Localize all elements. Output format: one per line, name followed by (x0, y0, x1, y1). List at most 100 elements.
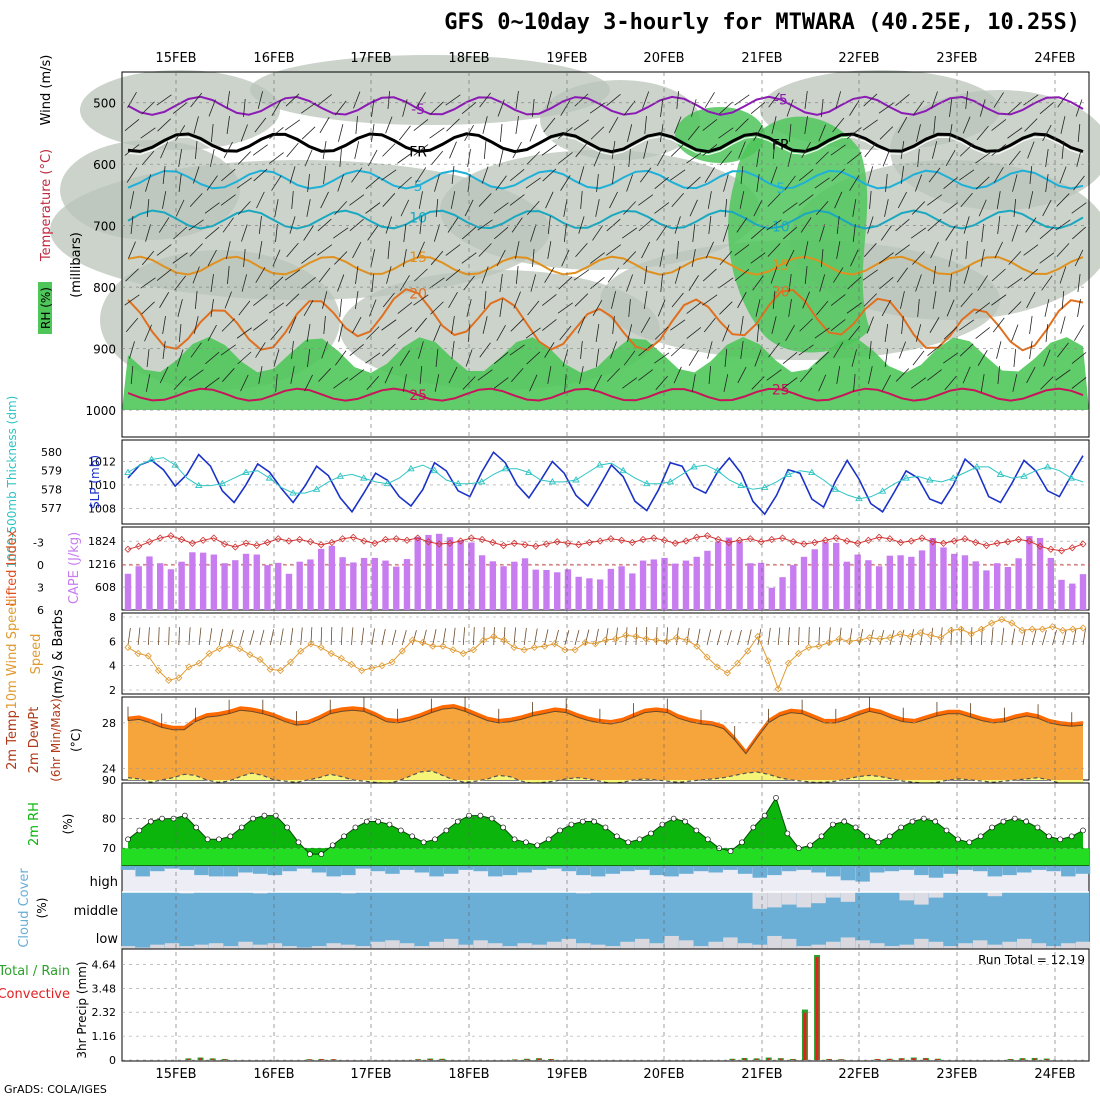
wind-barb (172, 252, 188, 264)
wind-barb (271, 175, 282, 191)
high-cloud-bar (1075, 866, 1091, 874)
wind-barb (655, 375, 668, 391)
low-cloud-gap (561, 938, 577, 949)
low-cloud-gap (385, 940, 400, 949)
isotherm-label: -5 (774, 92, 788, 108)
surface-wind-barb (899, 629, 905, 646)
high-cloud-bar (958, 866, 973, 870)
wind-barb (511, 217, 523, 233)
surface-wind-barb (635, 627, 638, 646)
cape-bar (897, 555, 904, 610)
wind-speed-marker (866, 634, 874, 642)
wind-speed-marker (429, 642, 437, 650)
wind-barb (864, 243, 877, 257)
cape-bar (532, 569, 539, 610)
wind-barb (221, 318, 235, 332)
wind-barb (337, 174, 344, 192)
temp2m-panel: 24 28 90 (102, 696, 1090, 788)
rh-base-area (122, 848, 1089, 866)
rh-marker (272, 812, 279, 819)
wind-barb (317, 218, 332, 232)
rh-axis-label: RH (%) (39, 287, 53, 329)
thickness-marker (737, 481, 745, 489)
pressure-tick-label: 500 (93, 97, 116, 111)
lifted-index-marker (285, 537, 293, 545)
slp-line (127, 450, 1084, 516)
cape-bar (253, 554, 260, 610)
wind-barb (291, 190, 294, 210)
wind-barb (577, 316, 586, 334)
wind-barb (495, 175, 507, 191)
cape-axis-label: CAPE (J/kg) (67, 532, 82, 604)
lifted-index-marker (575, 541, 583, 549)
lifted-index-marker (1004, 538, 1012, 546)
lifted-index-marker (757, 538, 765, 546)
rh-tick-label: 70 (102, 842, 116, 855)
wind-barb (141, 301, 155, 315)
rh-marker (784, 830, 791, 837)
precip-convective-bar (1045, 1058, 1049, 1060)
wind-barb (402, 99, 408, 117)
surface-wind-barb (706, 629, 712, 646)
wind-barb (1055, 369, 1071, 381)
wind-barb (349, 369, 365, 381)
wind-barb (483, 291, 487, 309)
surface-wind-barb (300, 627, 303, 646)
wind-barb (174, 275, 187, 291)
rh-marker (511, 836, 518, 843)
low-cloud-gap (414, 946, 430, 949)
cape-bar (1036, 537, 1044, 610)
thickness-marker (619, 466, 627, 474)
surface-wind-barb (249, 630, 255, 646)
thickness-marker (642, 479, 651, 487)
wind-barb (243, 99, 246, 117)
wind-speed-marker (551, 640, 559, 648)
isotherm-FR (127, 132, 1084, 154)
wind-barb (943, 326, 958, 340)
wind-barb (593, 374, 602, 392)
wind-barb (252, 144, 268, 156)
cape-bar (167, 569, 175, 610)
low-cloud-gap (179, 946, 195, 949)
cape-bar (779, 577, 786, 610)
lifted-index-marker (746, 535, 754, 543)
thickness-marker (878, 487, 887, 494)
wind-barb (241, 274, 248, 292)
wind-barb (381, 319, 397, 331)
wind-barb (772, 141, 776, 159)
high-cloud-bar (355, 866, 371, 869)
wind-barb (671, 292, 684, 308)
low-cloud-gap (840, 937, 856, 949)
millibars-axis-label: (millibars) (69, 232, 84, 298)
wind-barb (333, 377, 349, 389)
lifted-index-marker (886, 535, 894, 543)
wind-barb (465, 349, 473, 367)
lifted-index-marker (188, 539, 196, 547)
wind-barb (592, 225, 603, 241)
cape-bar (714, 541, 722, 610)
cape-bar (875, 566, 883, 610)
lifted-index-marker (499, 541, 508, 550)
cape-bar (382, 560, 389, 610)
low-cloud-gap (546, 941, 562, 949)
lifted-index-marker (618, 536, 626, 544)
surface-wind-barb (279, 628, 284, 646)
rh-marker (682, 818, 688, 825)
wind-barb (447, 217, 459, 233)
wind-barb (159, 292, 170, 308)
wind-barb (499, 299, 503, 317)
top-day-label: 17FEB (350, 51, 391, 66)
high-cloud-bar (972, 866, 988, 872)
wind-barb (674, 266, 681, 284)
wind-speed-marker (297, 647, 305, 655)
wind-barb (607, 267, 620, 283)
wind-barb (786, 99, 794, 117)
wind-barb (676, 91, 680, 109)
wind-barb (1060, 116, 1066, 134)
high-cloud-bar (311, 866, 327, 873)
surface-wind-barb (493, 627, 495, 646)
bottom-day-label: 19FEB (546, 1067, 587, 1082)
rh-marker (636, 836, 643, 843)
wind-barb (433, 324, 441, 342)
cape-tick-label: 1216 (88, 558, 116, 571)
